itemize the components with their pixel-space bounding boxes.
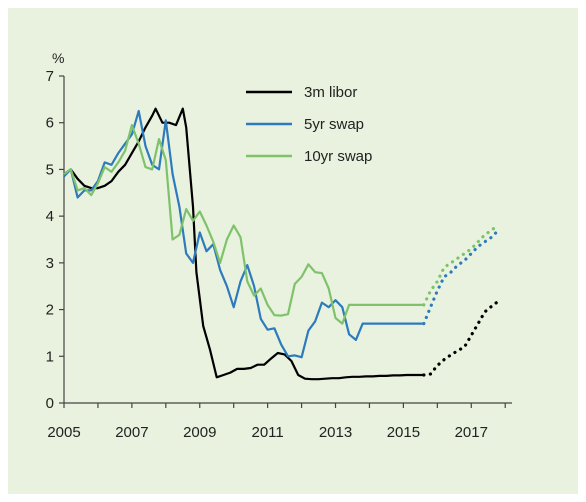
- x-tick-label: 2007: [115, 424, 148, 441]
- series-lines: [63, 107, 500, 381]
- x-tick-label: 2005: [47, 424, 80, 441]
- axes: 0 1 2 3 4 5 6 7 2005 2007 2009 2011 2013 2015 2017: [46, 68, 512, 441]
- legend: 3m libor 5yr swap 10yr swap: [246, 84, 372, 165]
- y-tick-label: 7: [46, 68, 54, 85]
- y-tick-label: 5: [46, 161, 54, 178]
- x-tick-label: 2017: [455, 424, 488, 441]
- series-line-1: [63, 109, 424, 359]
- series-forecast-2: [422, 223, 500, 307]
- y-tick-label: 6: [46, 115, 54, 132]
- y-tick-label: 2: [46, 302, 54, 319]
- series-line-2: [63, 124, 424, 325]
- y-tick-label: 4: [46, 208, 54, 225]
- series-forecast-1: [422, 228, 500, 326]
- legend-label-1: 5yr swap: [304, 116, 364, 133]
- y-tick-label: 1: [46, 348, 54, 365]
- legend-label-0: 3m libor: [304, 84, 357, 101]
- x-tick-label: 2009: [183, 424, 216, 441]
- chart-background: [8, 8, 578, 494]
- x-tick-label: 2013: [319, 424, 352, 441]
- series-line-0: [63, 107, 424, 381]
- x-tick-label: 2015: [387, 424, 420, 441]
- x-tick-label: 2011: [252, 424, 284, 441]
- y-tick-label: 3: [46, 255, 54, 272]
- legend-label-2: 10yr swap: [304, 148, 372, 165]
- y-axis-unit-label: %: [52, 50, 64, 66]
- y-tick-label: 0: [46, 395, 54, 412]
- series-forecast-0: [422, 299, 500, 377]
